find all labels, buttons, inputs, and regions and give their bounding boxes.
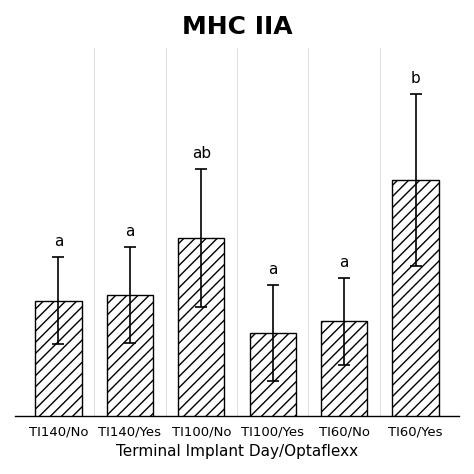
Bar — [178, 237, 225, 416]
Bar — [321, 321, 367, 416]
Text: ab: ab — [191, 146, 211, 161]
Text: a: a — [339, 255, 349, 270]
X-axis label: Terminal Implant Day/Optaflexx: Terminal Implant Day/Optaflexx — [116, 444, 358, 459]
Bar — [392, 180, 439, 416]
Bar — [35, 301, 82, 416]
Bar — [107, 295, 153, 416]
Text: a: a — [268, 262, 277, 277]
Text: b: b — [411, 71, 420, 86]
Text: a: a — [54, 234, 63, 249]
Title: MHC IIA: MHC IIA — [182, 15, 292, 39]
Bar — [249, 333, 296, 416]
Text: a: a — [125, 224, 135, 239]
